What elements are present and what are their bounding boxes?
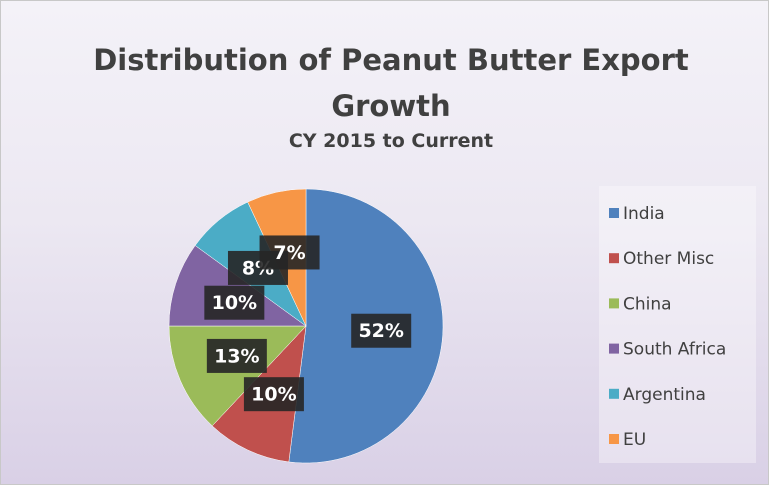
data-label-box [259,235,320,270]
data-label-box [204,285,265,320]
legend-label: South Africa [623,340,726,360]
chart-title: Distribution of Peanut Butter Export Gro… [93,43,689,123]
data-label-box [206,338,267,373]
legend-label: Argentina [623,385,706,405]
data-label-box [351,313,412,348]
legend-label: Other Misc [623,249,714,269]
legend-label: India [623,204,665,224]
legend-swatch [609,388,619,399]
legend-swatch [609,208,619,218]
legend-swatch [609,298,619,309]
data-label: 13% [214,345,259,367]
legend-label: EU [623,430,646,450]
chart-subtitle: CY 2015 to Current [288,130,494,152]
pie-slice [168,325,307,427]
legend-box [599,186,756,463]
legend-swatch [609,253,619,264]
legend-swatch [609,434,619,444]
data-label: 10% [251,384,296,406]
legend-label: China [623,294,672,314]
data-label: 10% [212,292,257,314]
data-label: 7% [273,242,305,264]
data-label: 52% [358,320,403,342]
data-label-box [243,377,304,412]
legend-swatch [609,343,619,354]
